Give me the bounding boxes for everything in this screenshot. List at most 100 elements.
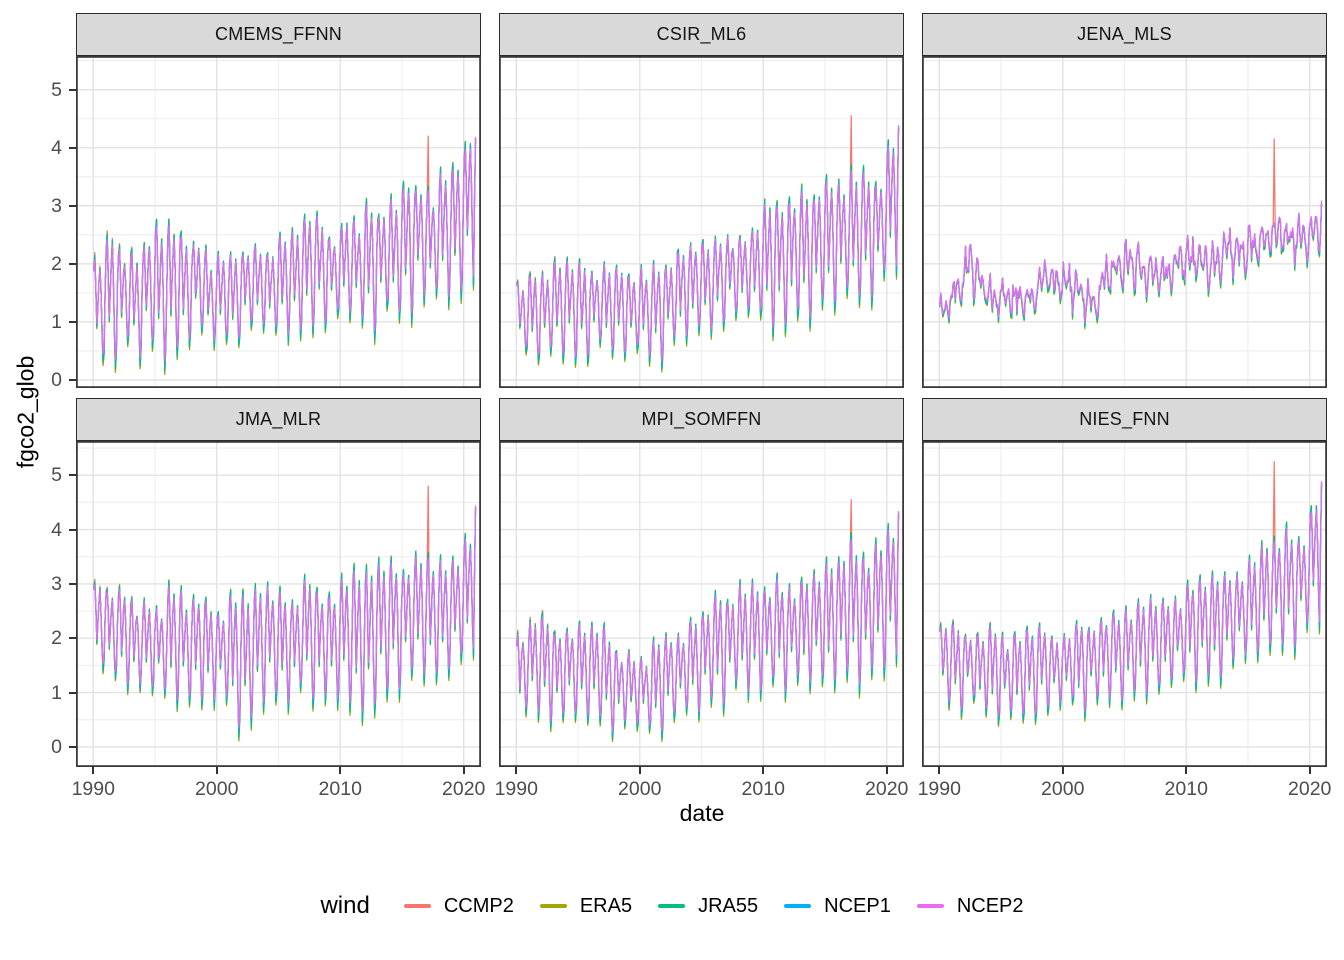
y-tick-mark bbox=[69, 582, 76, 585]
gridlines-major bbox=[499, 56, 904, 388]
y-tick-label: 1 bbox=[51, 310, 62, 333]
y-tick-mark bbox=[69, 528, 76, 531]
legend-item-ERA5: ERA5 bbox=[539, 894, 633, 918]
gridlines-minor bbox=[922, 56, 1327, 388]
gridlines-minor bbox=[922, 441, 1327, 767]
y-tick-mark bbox=[69, 691, 76, 694]
legend-item-NCEP2: NCEP2 bbox=[916, 894, 1024, 918]
legend-key-line-NCEP2 bbox=[916, 904, 944, 908]
x-tick-label: 2000 bbox=[618, 778, 662, 800]
x-tick-mark bbox=[1185, 767, 1188, 774]
x-tick-mark bbox=[1308, 767, 1311, 774]
x-tick-label: 1990 bbox=[71, 778, 115, 800]
facet-panel-CMEMS_FFNN bbox=[76, 56, 481, 388]
series-line-NCEP2 bbox=[939, 200, 1323, 324]
panel-border bbox=[76, 56, 481, 388]
x-tick-mark bbox=[339, 767, 342, 774]
gridlines-minor bbox=[76, 441, 481, 767]
gridlines-minor bbox=[76, 56, 481, 388]
gridlines-minor bbox=[499, 441, 904, 767]
x-tick-label: 2020 bbox=[1288, 778, 1332, 800]
y-tick-mark bbox=[69, 320, 76, 323]
panel-border bbox=[922, 441, 1327, 767]
y-tick-label: 5 bbox=[51, 78, 62, 101]
x-tick-label: 2010 bbox=[318, 778, 362, 800]
series-line-NCEP2 bbox=[939, 481, 1323, 717]
x-tick-mark bbox=[92, 767, 95, 774]
legend-key-line-JRA55 bbox=[658, 904, 686, 908]
facet-panel-MPI_SOMFFN bbox=[499, 441, 904, 767]
facet-strip: NIES_FNN bbox=[922, 398, 1327, 441]
y-tick-mark bbox=[69, 262, 76, 265]
facet-panel-NIES_FNN bbox=[922, 441, 1327, 767]
facet-strip-label: MPI_SOMFFN bbox=[641, 409, 762, 429]
y-tick-mark bbox=[69, 378, 76, 381]
y-tick-label: 2 bbox=[51, 627, 62, 650]
legend-key-line-CCMP2 bbox=[403, 904, 431, 908]
x-tick-label: 2020 bbox=[865, 778, 909, 800]
facet-strip: JENA_MLS bbox=[922, 13, 1327, 56]
facet-strip: CSIR_ML6 bbox=[499, 13, 904, 56]
legend-label: ERA5 bbox=[579, 894, 633, 917]
series-line-NCEP2 bbox=[516, 125, 900, 362]
y-tick-mark bbox=[69, 745, 76, 748]
series-line-CCMP2 bbox=[939, 138, 1323, 328]
panel-border bbox=[499, 441, 904, 767]
panel-border bbox=[922, 56, 1327, 388]
facet-strip: CMEMS_FFNN bbox=[76, 13, 481, 56]
x-tick-mark bbox=[1061, 767, 1064, 774]
legend-label: NCEP1 bbox=[824, 894, 891, 917]
facet-strip: MPI_SOMFFN bbox=[499, 398, 904, 441]
legend-item-NCEP1: NCEP1 bbox=[784, 895, 891, 918]
y-tick-label: 5 bbox=[51, 464, 62, 487]
legend-items: CCMP2 ERA5 JRA55 NCEP1 NCEP2 bbox=[378, 895, 1024, 918]
facet-panel-CSIR_ML6 bbox=[499, 56, 904, 388]
legend-item-JRA55: JRA55 bbox=[658, 895, 758, 918]
series-line-NCEP2 bbox=[516, 511, 900, 732]
legend: wind CCMP2 ERA5 JRA55 NCEP1 NCEP2 bbox=[0, 884, 1344, 928]
facet-strip-label: NIES_FNN bbox=[1079, 409, 1170, 429]
panel-border bbox=[76, 441, 481, 767]
y-tick-mark bbox=[69, 146, 76, 149]
y-tick-label: 3 bbox=[51, 194, 62, 217]
y-tick-mark bbox=[69, 204, 76, 207]
facet-strip-label: CSIR_ML6 bbox=[656, 24, 747, 44]
y-tick-label: 2 bbox=[51, 252, 62, 275]
facet-strip-label: JMA_MLR bbox=[235, 409, 322, 429]
y-tick-label: 0 bbox=[51, 735, 62, 758]
x-axis-title: date bbox=[679, 800, 725, 826]
legend-key-line-NCEP1 bbox=[784, 904, 812, 908]
y-tick-label: 4 bbox=[51, 518, 62, 541]
y-tick-mark bbox=[69, 88, 76, 91]
legend-label: JRA55 bbox=[698, 894, 759, 917]
x-tick-label: 2020 bbox=[442, 778, 486, 800]
x-tick-label: 2010 bbox=[1164, 778, 1208, 800]
facet-strip-label: CMEMS_FFNN bbox=[215, 24, 342, 44]
x-tick-label: 2000 bbox=[1041, 778, 1085, 800]
y-tick-label: 1 bbox=[51, 681, 62, 704]
gridlines-minor bbox=[499, 56, 904, 388]
series-line-NCEP2 bbox=[93, 505, 477, 728]
y-tick-label: 0 bbox=[51, 368, 62, 391]
y-tick-mark bbox=[69, 474, 76, 477]
x-tick-label: 1990 bbox=[494, 778, 538, 800]
facet-panel-JMA_MLR bbox=[76, 441, 481, 767]
legend-title: wind bbox=[320, 892, 370, 919]
x-tick-label: 1990 bbox=[917, 778, 961, 800]
facet-panel-JENA_MLS bbox=[922, 56, 1327, 388]
x-tick-mark bbox=[215, 767, 218, 774]
facet-strip-label: JENA_MLS bbox=[1077, 24, 1172, 44]
facet-strip: JMA_MLR bbox=[76, 398, 481, 441]
legend-key-line-ERA5 bbox=[539, 904, 567, 908]
x-tick-mark bbox=[515, 767, 518, 774]
x-tick-label: 2010 bbox=[741, 778, 785, 800]
panel-border bbox=[499, 56, 904, 388]
legend-item-CCMP2: CCMP2 bbox=[403, 894, 514, 918]
y-tick-mark bbox=[69, 637, 76, 640]
x-tick-mark bbox=[938, 767, 941, 774]
legend-label: NCEP2 bbox=[956, 894, 1024, 917]
legend-label: CCMP2 bbox=[443, 894, 514, 917]
x-tick-label: 2000 bbox=[195, 778, 239, 800]
x-tick-mark bbox=[762, 767, 765, 774]
